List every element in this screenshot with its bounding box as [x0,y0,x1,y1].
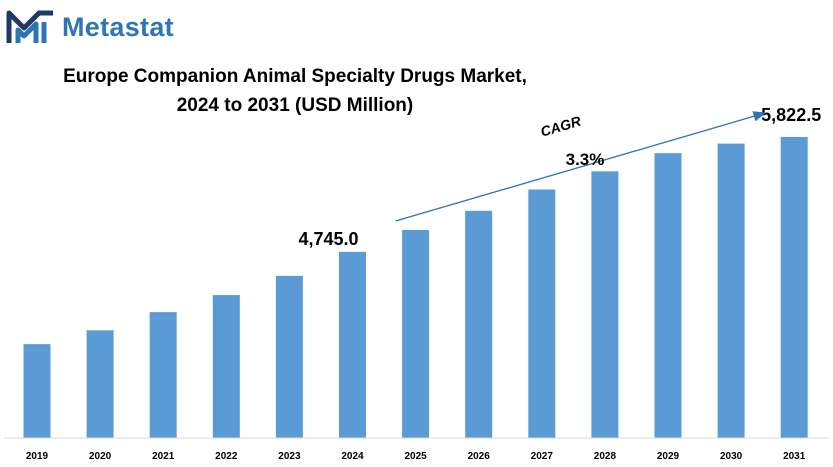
x-tick-label-2029: 2029 [657,451,680,462]
cagr-value: 3.3% [566,150,605,169]
brand-logo: Metastat [6,8,174,46]
x-tick-label-2020: 2020 [89,451,112,462]
x-tick-label-2025: 2025 [404,451,427,462]
cagr-arrow [395,111,767,222]
chart-title-line-1: Europe Companion Animal Specialty Drugs … [63,66,527,87]
x-tick-label-2022: 2022 [215,451,238,462]
brand-name: Metastat [62,11,174,42]
x-tick-label-2023: 2023 [278,451,301,462]
x-tick-label-2028: 2028 [594,451,617,462]
bar-2030 [717,143,745,438]
bar-2022 [212,295,240,438]
x-tick-label-2019: 2019 [26,451,49,462]
chart-title-line-2: 2024 to 2031 (USD Million) [176,95,414,116]
chart-title: Europe Companion Animal Specialty Drugs … [0,62,590,120]
bar-2029 [654,153,682,438]
data-label-2024: 4,745.0 [298,229,358,249]
data-label-2031: 5,822.5 [761,105,821,125]
x-tick-label-2031: 2031 [783,451,806,462]
bar-2026 [465,210,493,438]
x-tick-label-2021: 2021 [152,451,175,462]
bar-2020 [86,330,114,438]
x-tick-label-2026: 2026 [468,451,491,462]
cagr-label: CAGR [539,112,584,139]
bar-2024 [339,251,366,438]
x-tick-label-2030: 2030 [720,451,743,462]
x-tick-label-2027: 2027 [531,451,554,462]
bar-2023 [275,275,303,438]
bar-2028 [591,171,619,439]
x-tick-label-2024: 2024 [341,451,364,462]
metastat-m-logo-icon [6,10,53,43]
bar-2019 [23,344,51,438]
bar-2031 [780,136,808,438]
bar-2027 [528,189,556,438]
bar-2025 [402,230,430,438]
bar-2021 [149,312,177,438]
